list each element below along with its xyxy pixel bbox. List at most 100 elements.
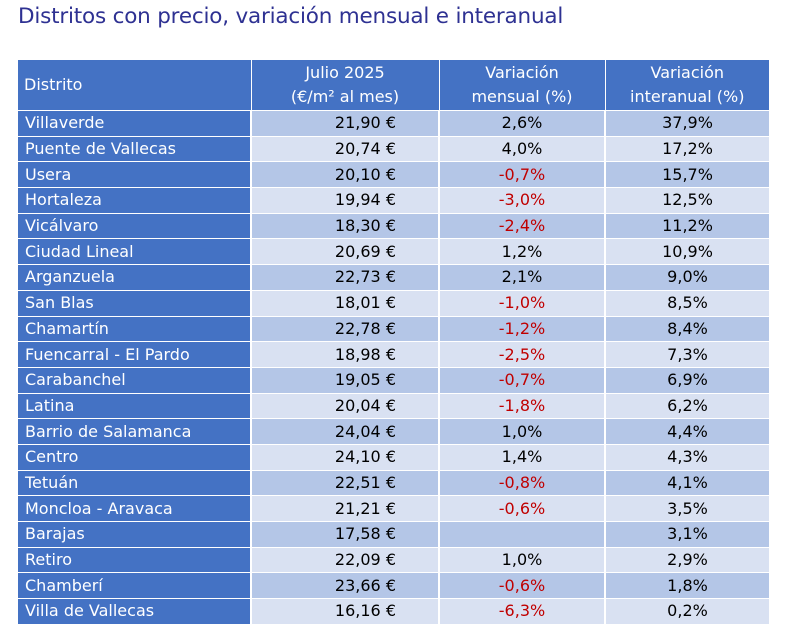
cell-interanual: 11,2% [605, 212, 769, 239]
cell-precio: 20,10 € [251, 161, 440, 188]
cell-interanual: 4,3% [605, 443, 769, 471]
cell-distrito: Chamberí [18, 572, 252, 599]
cell-distrito: Villaverde [18, 110, 252, 137]
cell-interanual: 8,4% [605, 315, 769, 342]
cell-interanual: 8,5% [605, 289, 769, 316]
cell-distrito: Moncloa - Aravaca [18, 495, 252, 522]
header-interanual-line2: interanual (%) [630, 87, 745, 106]
cell-mensual: -3,0% [439, 187, 606, 214]
cell-precio: 20,69 € [251, 238, 440, 265]
table-header: Distrito Julio 2025 (€/m² al mes) Variac… [18, 60, 769, 111]
header-precio-line1: Julio 2025 [305, 63, 385, 82]
cell-precio: 21,90 € [251, 110, 440, 137]
header-mensual-line1: Variación [485, 63, 559, 82]
table-body: Villaverde 21,90 €2,6% 37,9% Puente de Vall… [18, 110, 769, 624]
table-row: Puente de Vallecas 20,74 €4,0% 17,2% [18, 135, 769, 162]
table-row: Barrio de Salamanca 24,04 €1,0% 4,4% [18, 418, 769, 445]
cell-interanual: 4,1% [605, 469, 769, 496]
cell-distrito: Vicálvaro [18, 212, 252, 239]
cell-mensual: -0,6% [439, 572, 606, 599]
cell-precio: 22,73 € [251, 264, 440, 291]
cell-distrito: Barajas [18, 521, 252, 548]
header-interanual-line1: Variación [650, 63, 724, 82]
header-precio: Julio 2025 (€/m² al mes) [251, 60, 440, 111]
header-interanual: Variación interanual (%) [605, 60, 769, 111]
cell-mensual: -0,8% [439, 469, 606, 496]
cell-precio: 22,78 € [251, 315, 440, 342]
cell-precio: 24,04 € [251, 418, 440, 445]
cell-interanual: 7,3% [605, 341, 769, 368]
table-row: Latina 20,04 € -1,8% 6,2% [18, 392, 769, 419]
cell-precio: 20,04 € [251, 392, 440, 419]
table-row: Centro 24,10 €1,4% 4,3% [18, 443, 769, 471]
table-row: Villaverde 21,90 €2,6% 37,9% [18, 110, 769, 137]
cell-precio: 18,30 € [251, 212, 440, 239]
cell-interanual: 12,5% [605, 187, 769, 214]
header-mensual-line2: mensual (%) [471, 87, 573, 106]
table-row: Hortaleza 19,94 € -3,0% 12,5% [18, 187, 769, 214]
table-row: Usera 20,10 € -0,7% 15,7% [18, 161, 769, 188]
cell-interanual: 10,9% [605, 238, 769, 265]
table-row: Fuencarral - El Pardo 18,98 € -2,5% 7,3% [18, 341, 769, 368]
cell-distrito: Tetuán [18, 469, 252, 496]
cell-interanual: 1,8% [605, 572, 769, 599]
cell-mensual: -6,3% [439, 598, 606, 624]
cell-interanual: 4,4% [605, 418, 769, 445]
cell-distrito: Barrio de Salamanca [18, 418, 252, 445]
cell-mensual: -1,0% [439, 289, 606, 316]
cell-precio: 22,09 € [251, 546, 440, 573]
cell-distrito: Usera [18, 161, 252, 188]
cell-interanual: 3,5% [605, 495, 769, 522]
table-row: San Blas 18,01 € -1,0% 8,5% [18, 289, 769, 316]
cell-interanual: 2,9% [605, 546, 769, 573]
cell-distrito: Villa de Vallecas [18, 598, 252, 624]
cell-precio: 18,98 € [251, 341, 440, 368]
cell-mensual: 4,0% [439, 135, 606, 162]
cell-interanual: 6,2% [605, 392, 769, 419]
table-row: Chamberí 23,66 € -0,6% 1,8% [18, 572, 769, 599]
table-row: Retiro 22,09 €1,0% 2,9% [18, 546, 769, 573]
cell-mensual: -0,6% [439, 495, 606, 522]
cell-interanual: 17,2% [605, 135, 769, 162]
table-row: Tetuán 22,51 € -0,8% 4,1% [18, 469, 769, 496]
header-mensual: Variación mensual (%) [439, 60, 606, 111]
table-row: Vicálvaro 18,30 € -2,4% 11,2% [18, 212, 769, 239]
cell-distrito: Chamartín [18, 315, 252, 342]
chart-title: Distritos con precio, variación mensual … [18, 4, 564, 29]
cell-mensual: -2,5% [439, 341, 606, 368]
cell-distrito: Puente de Vallecas [18, 135, 252, 162]
header-precio-line2: (€/m² al mes) [290, 87, 400, 106]
cell-mensual: 2,1% [439, 264, 606, 291]
cell-precio: 23,66 € [251, 572, 440, 599]
cell-precio: 19,94 € [251, 187, 440, 214]
table-row: Villa de Vallecas 16,16 € -6,3% 0,2% [18, 598, 769, 624]
cell-precio: 18,01 € [251, 289, 440, 316]
cell-mensual: -1,2% [439, 315, 606, 342]
cell-precio: 17,58 € [251, 521, 440, 548]
cell-mensual: -1,8% [439, 392, 606, 419]
cell-interanual: 6,9% [605, 366, 769, 394]
cell-precio: 19,05 € [251, 366, 440, 394]
cell-distrito: Fuencarral - El Pardo [18, 341, 252, 368]
cell-distrito: Latina [18, 392, 252, 419]
table-row: Carabanchel 19,05 € -0,7% 6,9% [18, 366, 769, 394]
cell-mensual: -2,4% [439, 212, 606, 239]
cell-interanual: 3,1% [605, 521, 769, 548]
cell-mensual: 1,2% [439, 238, 606, 265]
cell-mensual: -0,7% [439, 161, 606, 188]
table-row: Moncloa - Aravaca 21,21 € -0,6% 3,5% [18, 495, 769, 522]
cell-mensual: -0,7% [439, 366, 606, 394]
cell-mensual: 2,6% [439, 110, 606, 137]
table-row: Chamartín 22,78 € -1,2% 8,4% [18, 315, 769, 342]
cell-interanual: 15,7% [605, 161, 769, 188]
header-distrito: Distrito [18, 60, 252, 111]
districts-table: Distrito Julio 2025 (€/m² al mes) Variac… [18, 60, 769, 624]
cell-interanual: 9,0% [605, 264, 769, 291]
table-row: Barajas 17,58 € 3,1% [18, 521, 769, 548]
table-row: Ciudad Lineal 20,69 €1,2% 10,9% [18, 238, 769, 265]
cell-distrito: Carabanchel [18, 366, 252, 394]
cell-distrito: Hortaleza [18, 187, 252, 214]
cell-interanual: 37,9% [605, 110, 769, 137]
cell-mensual: 1,4% [439, 443, 606, 471]
cell-mensual: 1,0% [439, 418, 606, 445]
